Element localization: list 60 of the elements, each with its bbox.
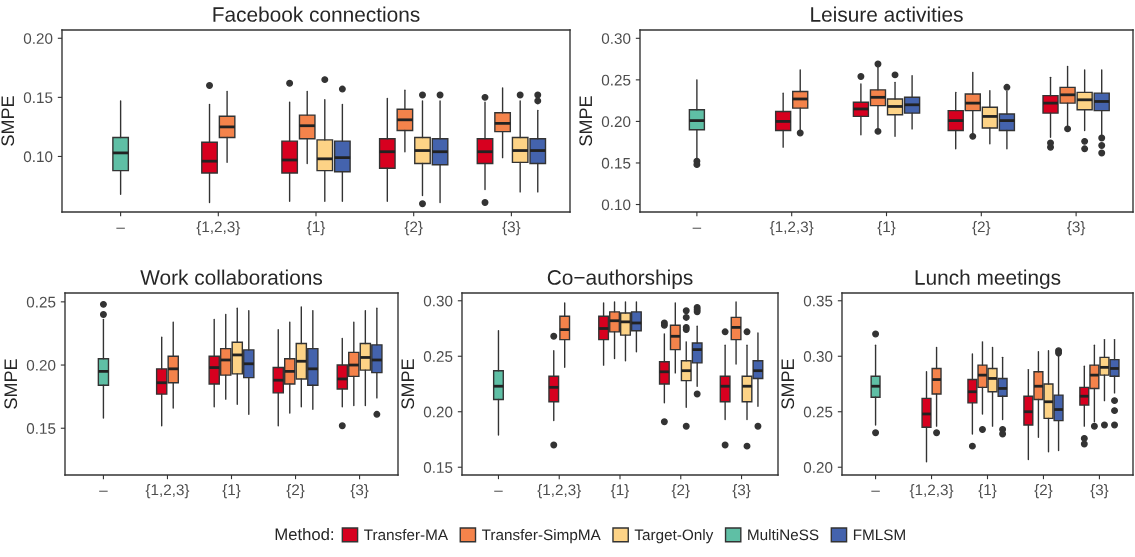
x-tick-label: {3} (1067, 221, 1086, 236)
y-axis-title: SMPE (781, 359, 795, 409)
x-tick-label: {1} (978, 484, 997, 499)
x-tick-label: {1,2,3} (537, 484, 582, 499)
chart-title: Work collaborations (140, 269, 323, 285)
x-tick-label: – (99, 490, 108, 492)
y-tick-label: 0.10 (601, 199, 631, 211)
x-tick-label: {3} (732, 484, 751, 499)
x-tick-label: {1} (877, 221, 896, 236)
y-tick-label: 0.25 (803, 406, 833, 418)
y-tick-label: 0.25 (423, 351, 453, 362)
x-tick-label: {2} (286, 484, 305, 499)
legend-label: FMLSM (853, 529, 905, 541)
x-tick-label: {2} (1034, 484, 1053, 499)
x-tick-label: {1,2,3} (909, 484, 954, 499)
y-tick-label: 0.30 (601, 33, 631, 44)
x-tick-label: – (494, 490, 503, 492)
x-tick-label: – (871, 490, 880, 492)
y-tick-label: 0.15 (23, 92, 53, 104)
x-tick-label: {2} (671, 484, 690, 499)
legend-label: MultiNeSS (748, 529, 819, 541)
x-tick-label: {2} (404, 221, 423, 236)
x-tick-label: {1} (610, 484, 630, 499)
x-tick-label: {1,2,3} (769, 221, 814, 236)
y-tick-label: 0.15 (26, 423, 56, 434)
y-tick-label: 0.30 (423, 295, 453, 307)
y-axis-title: SMPE (401, 359, 415, 409)
x-tick-label: {1,2,3} (145, 484, 190, 499)
y-tick-label: 0.10 (23, 151, 53, 163)
y-tick-label: 0.20 (23, 33, 53, 44)
x-tick-label: – (692, 227, 702, 229)
y-tick-label: 0.35 (803, 295, 833, 307)
y-axis-title: SMPE (1, 96, 15, 146)
chart-title: Leisure activities (811, 6, 963, 22)
chart-title: Lunch meetings (915, 269, 1061, 289)
legend-label: Transfer-MA (364, 529, 448, 541)
x-tick-label: {3} (502, 221, 521, 236)
x-tick-label: {1} (222, 484, 241, 499)
y-tick-label: 0.15 (423, 462, 453, 473)
legend-title: Method: (275, 527, 334, 541)
y-axis-title: SMPE (579, 96, 593, 146)
y-tick-label: 0.25 (26, 296, 56, 308)
y-tick-label: 0.25 (601, 74, 631, 86)
x-tick-label: – (116, 227, 125, 229)
legend-label: Transfer-SimpMA (481, 529, 601, 544)
x-tick-label: {3} (1090, 484, 1109, 499)
legend-label: Target-Only (634, 529, 714, 544)
y-tick-label: 0.20 (423, 406, 453, 418)
x-tick-label: {3} (350, 484, 369, 499)
y-tick-label: 0.30 (803, 351, 833, 362)
y-tick-label: 0.20 (803, 462, 833, 473)
chart-title: Co−authorships (547, 269, 693, 289)
x-tick-label: {2} (972, 221, 991, 236)
y-tick-label: 0.20 (601, 116, 631, 128)
x-tick-label: {1,2,3} (196, 221, 241, 236)
y-tick-label: 0.20 (26, 359, 56, 371)
chart-title: Facebook connections (213, 6, 420, 22)
y-tick-label: 0.15 (601, 157, 631, 169)
x-tick-label: {1} (306, 221, 326, 236)
y-axis-title: SMPE (4, 359, 18, 409)
